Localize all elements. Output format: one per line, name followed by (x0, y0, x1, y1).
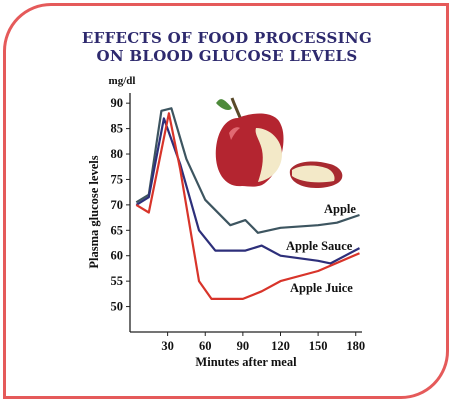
y-tick-label: 85 (111, 122, 124, 136)
y-tick-label: 70 (111, 198, 124, 212)
y-tick-label: 80 (111, 147, 124, 161)
y-tick-label: 60 (111, 249, 124, 263)
x-tick-label: 180 (346, 339, 365, 353)
card-frame (3, 3, 449, 399)
y-tick-label: 50 (111, 300, 124, 314)
chart-title-line1: EFFECTS OF FOOD PROCESSING (81, 29, 373, 47)
y-tick-label: 65 (111, 223, 124, 237)
series-label-apple-juice: Apple Juice (290, 281, 353, 295)
series-line-apple-sauce (135, 117, 361, 265)
apple-illustration-icon (215, 97, 343, 188)
chart-title-line2: ON BLOOD GLUCOSE LEVELS (96, 47, 358, 65)
x-tick-label: 30 (161, 339, 174, 353)
x-tick-label: 120 (271, 339, 290, 353)
series-line-apple-juice (135, 112, 360, 300)
x-tick-label: 60 (199, 339, 212, 353)
x-tick-label: 150 (309, 339, 328, 353)
y-tick-label: 75 (111, 172, 124, 186)
y-tick-label: 55 (111, 274, 124, 288)
y-tick-label: 90 (111, 96, 124, 110)
series-label-apple-sauce: Apple Sauce (286, 239, 353, 253)
x-axis-label: Minutes after meal (195, 355, 297, 369)
y-axis-unit: mg/dl (109, 75, 136, 87)
x-tick-label: 90 (237, 339, 250, 353)
y-axis-label: Plasma glucose levels (87, 155, 101, 268)
series-line-apple (135, 107, 360, 234)
series-label-apple: Apple (324, 202, 356, 216)
